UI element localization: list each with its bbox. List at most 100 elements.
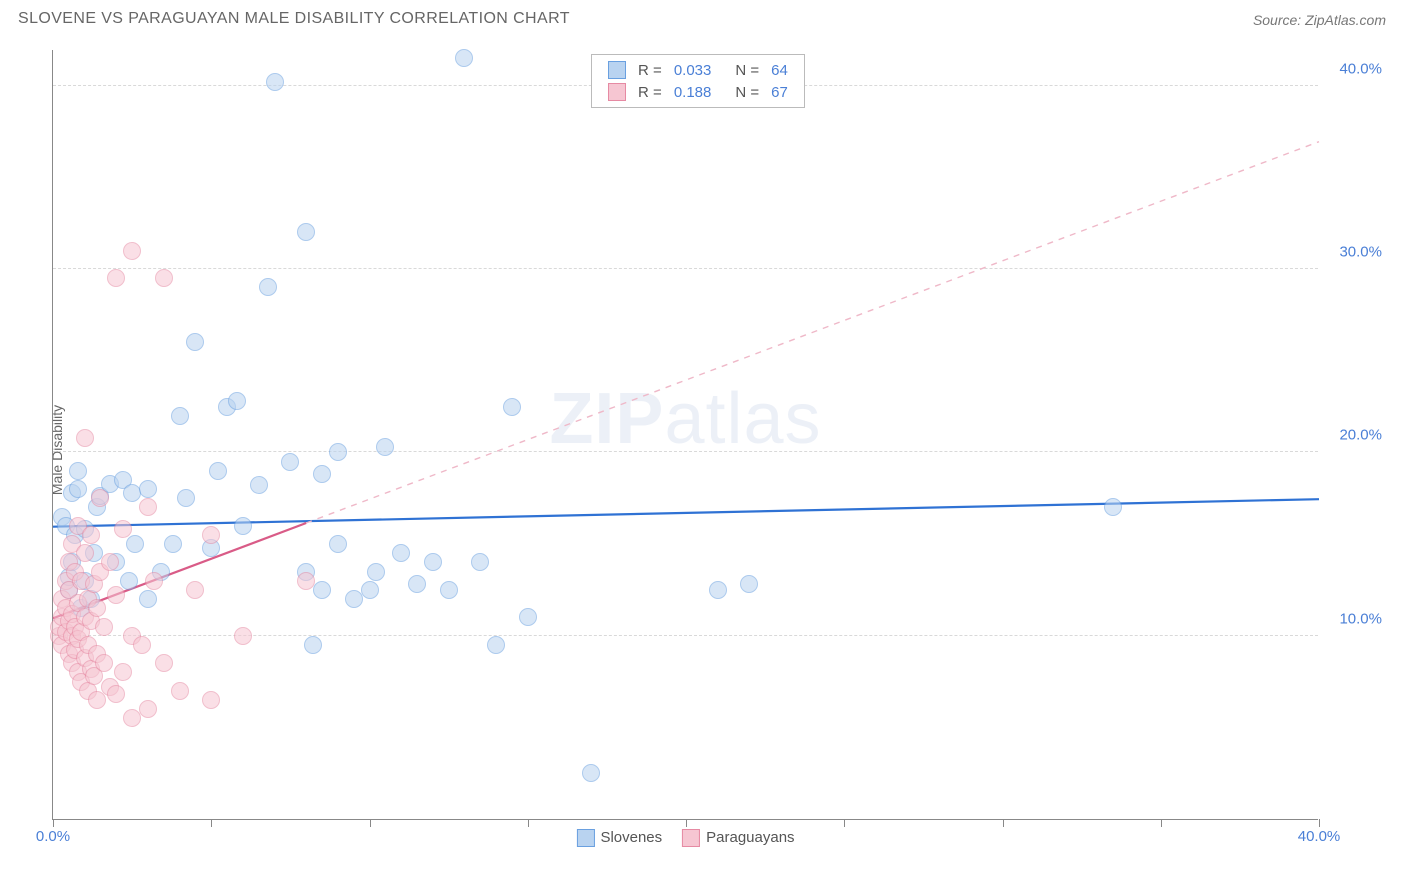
data-point xyxy=(329,535,347,553)
data-point xyxy=(76,544,94,562)
x-tick xyxy=(844,819,845,827)
data-point xyxy=(297,223,315,241)
data-point xyxy=(313,465,331,483)
legend-label: Slovenes xyxy=(600,829,662,846)
data-point xyxy=(139,480,157,498)
legend-swatch xyxy=(682,829,700,847)
data-point xyxy=(155,269,173,287)
data-point xyxy=(101,553,119,571)
data-point xyxy=(392,544,410,562)
data-point xyxy=(114,663,132,681)
data-point xyxy=(329,443,347,461)
legend-label: Paraguayans xyxy=(706,829,794,846)
data-point xyxy=(95,654,113,672)
x-tick xyxy=(528,819,529,827)
x-tick xyxy=(211,819,212,827)
data-point xyxy=(361,581,379,599)
data-point xyxy=(107,586,125,604)
data-point xyxy=(440,581,458,599)
data-point xyxy=(76,429,94,447)
data-point xyxy=(114,520,132,538)
data-point xyxy=(145,572,163,590)
x-tick-label: 0.0% xyxy=(36,828,70,845)
data-point xyxy=(171,682,189,700)
data-point xyxy=(471,553,489,571)
data-point xyxy=(297,572,315,590)
n-value: 67 xyxy=(765,81,794,103)
chart-title: SLOVENE VS PARAGUAYAN MALE DISABILITY CO… xyxy=(18,10,1388,28)
series-legend: Slovenes Paraguayans xyxy=(566,829,804,847)
x-tick xyxy=(53,819,54,827)
n-value: 64 xyxy=(765,59,794,81)
r-value: 0.033 xyxy=(668,59,718,81)
data-point xyxy=(313,581,331,599)
data-point xyxy=(139,700,157,718)
data-point xyxy=(202,526,220,544)
x-tick-label: 40.0% xyxy=(1298,828,1341,845)
data-point xyxy=(177,489,195,507)
y-tick-label: 30.0% xyxy=(1339,244,1382,261)
data-point xyxy=(186,581,204,599)
y-tick-label: 40.0% xyxy=(1339,60,1382,77)
x-tick xyxy=(1161,819,1162,827)
data-point xyxy=(582,764,600,782)
data-point xyxy=(88,599,106,617)
data-point xyxy=(424,553,442,571)
data-point xyxy=(519,608,537,626)
data-point xyxy=(120,572,138,590)
data-point xyxy=(202,691,220,709)
data-point xyxy=(234,627,252,645)
data-point xyxy=(266,73,284,91)
x-tick xyxy=(1003,819,1004,827)
data-point xyxy=(95,618,113,636)
data-point xyxy=(234,517,252,535)
legend-swatch xyxy=(576,829,594,847)
y-tick-label: 20.0% xyxy=(1339,427,1382,444)
data-point xyxy=(709,581,727,599)
data-point xyxy=(82,526,100,544)
data-point xyxy=(1104,498,1122,516)
x-tick xyxy=(686,819,687,827)
data-point xyxy=(69,462,87,480)
data-point xyxy=(139,498,157,516)
y-tick-label: 10.0% xyxy=(1339,610,1382,627)
r-value: 0.188 xyxy=(668,81,718,103)
data-point xyxy=(304,636,322,654)
source-label: Source: ZipAtlas.com xyxy=(1253,12,1386,28)
data-point xyxy=(376,438,394,456)
data-point xyxy=(503,398,521,416)
data-point xyxy=(139,590,157,608)
data-point xyxy=(228,392,246,410)
data-point xyxy=(259,278,277,296)
data-point xyxy=(250,476,268,494)
data-point xyxy=(123,242,141,260)
legend-item: Slovenes xyxy=(576,829,662,846)
data-point xyxy=(126,535,144,553)
plot-area: ZIPatlas 10.0%20.0%30.0%40.0%0.0%40.0%R … xyxy=(52,50,1318,820)
data-point xyxy=(487,636,505,654)
data-point xyxy=(107,269,125,287)
data-point xyxy=(408,575,426,593)
data-point xyxy=(740,575,758,593)
data-point xyxy=(91,489,109,507)
data-point xyxy=(209,462,227,480)
data-point xyxy=(107,685,125,703)
data-point xyxy=(69,480,87,498)
data-point xyxy=(367,563,385,581)
chart-container: Male Disability ZIPatlas 10.0%20.0%30.0%… xyxy=(0,40,1406,860)
x-tick xyxy=(370,819,371,827)
x-tick xyxy=(1319,819,1320,827)
data-point xyxy=(186,333,204,351)
data-point xyxy=(455,49,473,67)
trend-line xyxy=(306,142,1319,523)
data-point xyxy=(281,453,299,471)
legend-item: Paraguayans xyxy=(682,829,794,846)
legend-swatch xyxy=(608,83,626,101)
data-point xyxy=(171,407,189,425)
data-point xyxy=(133,636,151,654)
data-point xyxy=(164,535,182,553)
stats-legend: R =0.033N =64R =0.188N =67 xyxy=(591,54,805,108)
data-point xyxy=(155,654,173,672)
legend-swatch xyxy=(608,61,626,79)
trend-layer xyxy=(53,50,1319,820)
